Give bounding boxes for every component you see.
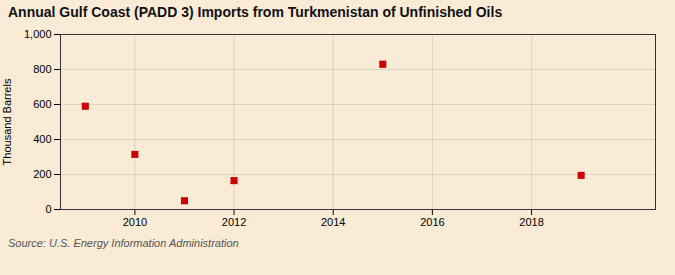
svg-text:2010: 2010 (123, 216, 147, 228)
svg-text:2012: 2012 (222, 216, 246, 228)
svg-text:2014: 2014 (321, 216, 345, 228)
svg-text:800: 800 (33, 63, 51, 75)
svg-text:600: 600 (33, 98, 51, 110)
svg-text:400: 400 (33, 133, 51, 145)
svg-text:2016: 2016 (420, 216, 444, 228)
svg-text:200: 200 (33, 168, 51, 180)
svg-text:0: 0 (45, 203, 51, 215)
svg-text:Thousand Barrels: Thousand Barrels (1, 78, 13, 165)
html-text:Source: U.S. Energy Informatio: Source: U.S. Energy Information Administ… (8, 237, 239, 249)
html-text:Annual Gulf Coast (PADD 3) Imp: Annual Gulf Coast (PADD 3) Imports from … (8, 4, 503, 20)
svg-text:2018: 2018 (519, 216, 543, 228)
svg-text:1,000: 1,000 (24, 28, 52, 40)
